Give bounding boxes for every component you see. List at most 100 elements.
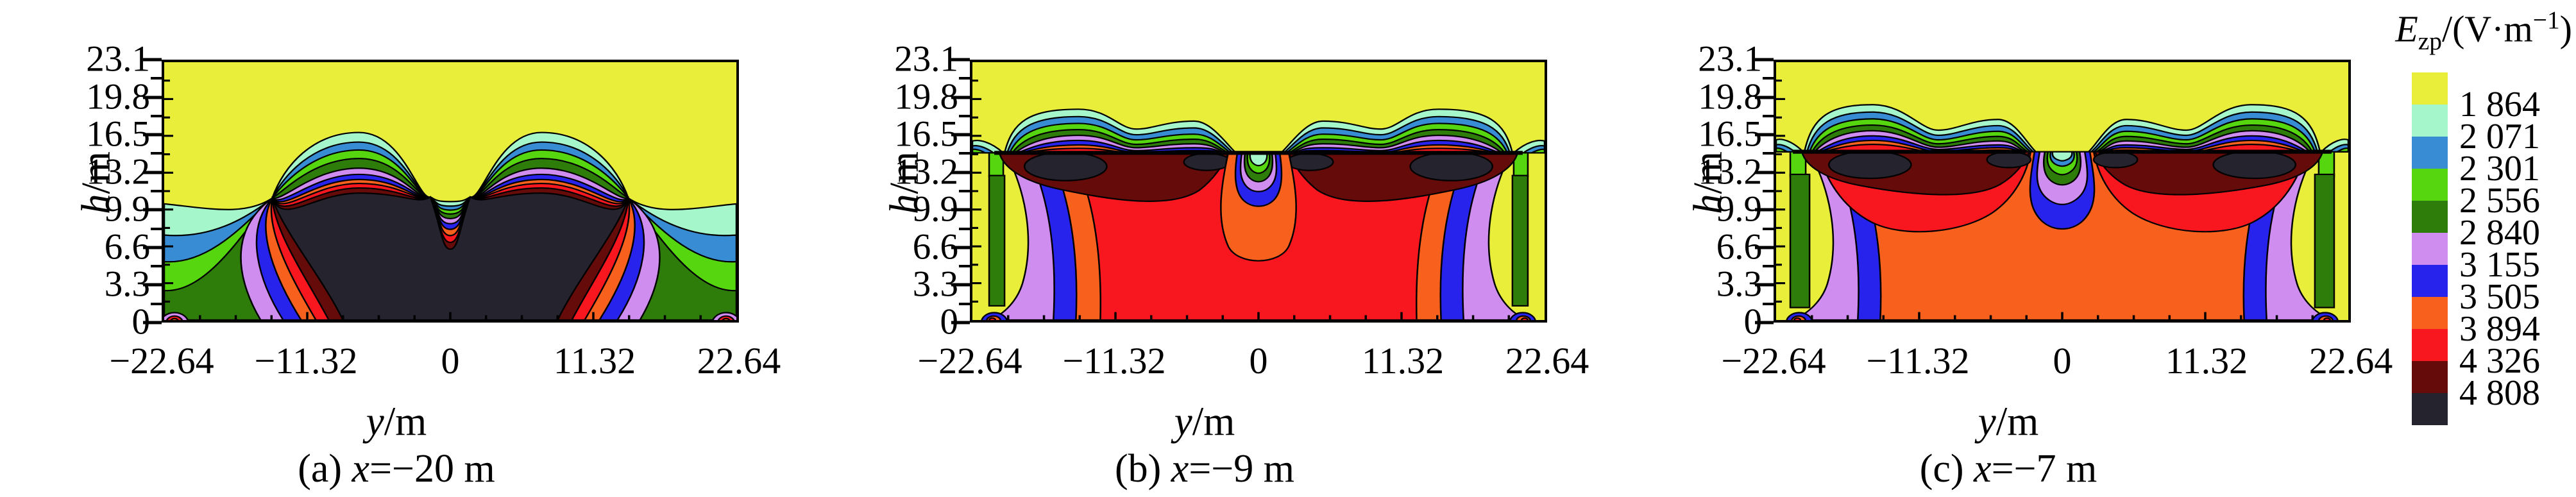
y-tick-label: 6.6 [1716,226,1762,267]
x-tick-label: 22.64 [2309,340,2393,382]
x-tick-label: 22.64 [1505,340,1589,382]
y-tick-label: 3.3 [912,264,958,305]
y-tick-label: 13.2 [894,151,958,192]
band-darkgreen-strip [1511,174,1529,307]
y-tick-label: 13.2 [1698,151,1762,192]
contour-plot-b [972,62,1545,320]
x-tick-label: −22.64 [1721,340,1826,382]
colorbar-swatch [2412,329,2448,361]
plot-frame-c [1774,60,2351,323]
band-darkgreen-strip [988,174,1006,307]
y-tick-label: 6.6 [912,226,958,267]
band-darkgreen-strip [2314,173,2335,308]
band-green [1529,148,1545,154]
colorbar-swatch [2412,393,2448,425]
caption-a: (a) x=−20 m [298,447,495,491]
axis-tick-marks [972,80,1511,320]
conductor-line [994,151,1523,155]
colorbar-swatch [2412,297,2448,329]
x-tick-label: −22.64 [109,340,214,382]
colorbar-legend: Ezp/(V·m−1) 1 864 2 071 2 301 2 556 2 84… [2284,0,2576,497]
colorbar-level-label: 2 301 [2459,149,2540,189]
corner-ring-spots [981,312,1536,320]
darknavy-pocket [1827,150,1912,180]
x-tick-label: −11.32 [1866,340,1970,382]
panel-b: h/m 23.1 19.8 16.5 13.2 9.9 6.6 3.3 0 [848,0,1656,497]
central-well [2029,151,2096,230]
corner-spot [988,317,997,320]
colorbar-swatch [2412,169,2448,201]
x-axis-variable: y [1174,399,1192,444]
darknavy-pocket [1023,151,1108,181]
axis-tick-marks [164,80,702,320]
x-tick-label: −11.32 [1062,340,1166,382]
colorbar-swatch [2412,361,2448,393]
corner-spot [722,317,731,320]
corner-ring-spots [1786,312,2339,320]
band-darknavy-core [271,192,629,320]
panel-c: h/m 23.1 19.8 16.5 13.2 9.9 6.6 3.3 0 [1652,0,2460,497]
plume-bands-above-line [1003,108,1514,155]
colorbar-level-label: 1 864 [2459,85,2540,124]
colorbar-level-label: 2 071 [2459,117,2540,156]
y-tick-label: 16.5 [86,114,150,155]
contour-bands [164,131,736,320]
corner-spot [2323,317,2332,320]
contour-plot-a [164,62,736,320]
y-tick-label: 16.5 [1698,114,1762,155]
y-tick-label: 19.8 [894,76,958,117]
y-tick-label: 23.1 [894,38,958,80]
y-tick-label: 6.6 [104,226,150,267]
caption-b: (b) x=−9 m [1115,447,1294,491]
caption-c: (c) x=−7 m [1919,447,2097,491]
colorbar-level-label: 4 326 [2459,341,2540,381]
x-axis-title: y/m [366,401,427,442]
y-tick-label: 9.9 [912,189,958,230]
darknavy-pocket [1183,153,1232,171]
band-aquamarine [1249,152,1268,167]
colorbar-level-label: 3 505 [2459,277,2540,317]
colorbar-swatch [2412,265,2448,297]
plot-frame-b [970,60,1547,323]
band-green [1776,147,1790,153]
y-tick-label: 0 [131,301,151,342]
darknavy-pocket [1285,153,1334,171]
colorbar-level-label: 2 840 [2459,213,2540,253]
y-tick-label: 23.1 [86,38,150,80]
y-tick-label: 3.3 [1716,264,1762,305]
colorbar-swatch [2412,105,2448,137]
x-tick-label: 0 [441,340,460,382]
y-tick-label: 0 [1743,301,1763,342]
y-tick-label: 9.9 [1716,189,1762,230]
legend-title: Ezp/(V·m−1) [2395,6,2572,55]
colorbar-level-label: 3 155 [2459,245,2540,285]
x-tick-label: 0 [2053,340,2072,382]
x-tick-label: 11.32 [1361,340,1445,382]
band-aquamarine [2051,151,2073,162]
panel-a: h/m 23.1 19.8 16.5 13.2 9.9 6.6 3.3 0 [40,0,848,497]
y-tick-label: 3.3 [104,264,150,305]
contour-plot-c [1776,62,2348,320]
x-tick-label: 11.32 [2165,340,2248,382]
plume-bands-above-line [1803,104,2321,154]
edge-wrap-bands [1776,139,2348,153]
conductor-line-left [1793,149,2026,154]
x-tick-label: 0 [1249,340,1268,382]
colorbar-swatch [2412,201,2448,233]
band-green [972,148,988,154]
y-tick-label: 19.8 [1698,76,1762,117]
x-tick-label: 22.64 [697,340,781,382]
colorbar-level-label: 4 808 [2459,373,2540,413]
x-axis-unit: /m [1192,399,1235,444]
axis-tick-marks [1776,80,2314,320]
x-axis-unit: /m [1996,399,2039,444]
y-tick-label: 13.2 [86,151,150,192]
corner-spot [1520,317,1529,320]
colorbar-swatch [2412,137,2448,169]
x-axis-title: y/m [1978,401,2038,442]
x-axis-title: y/m [1174,401,1235,442]
darknavy-pocket [2092,151,2139,169]
colorbar [2412,72,2448,425]
x-axis-variable: y [366,399,384,444]
